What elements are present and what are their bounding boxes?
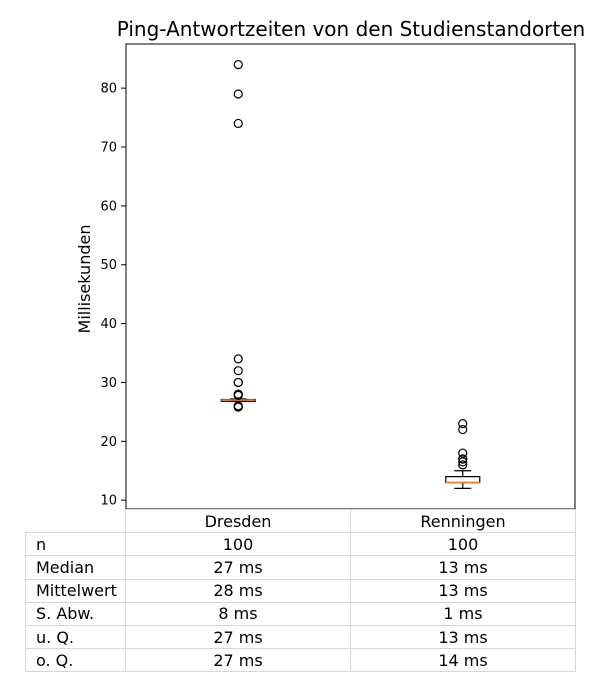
boxes-group <box>220 60 481 489</box>
table-row: o. Q. 27 ms 14 ms <box>25 648 576 673</box>
outlier-point <box>233 366 243 376</box>
outlier-point <box>233 354 243 364</box>
table-header-row: Dresden Renningen <box>26 508 576 534</box>
column-header-renningen: Renningen <box>350 508 576 534</box>
y-tick-label: 70 <box>100 141 117 156</box>
table-cell: 100 <box>125 532 351 557</box>
table-cell: 28 ms <box>125 578 351 603</box>
table-cell: 100 <box>350 532 576 557</box>
table-corner <box>26 510 126 533</box>
table-row: Mittelwert 28 ms 13 ms <box>25 578 576 603</box>
table-cell: 13 ms <box>350 624 576 650</box>
outlier-point <box>458 457 468 467</box>
y-tick-label: 80 <box>100 82 117 97</box>
column-header-dresden: Dresden <box>125 508 351 534</box>
table-cell: 1 ms <box>350 601 576 626</box>
row-label: Mittelwert <box>25 578 126 603</box>
table-cell: 27 ms <box>125 624 351 650</box>
outlier-point <box>233 118 243 129</box>
y-axis: 10 20 30 40 50 60 70 80 <box>100 82 126 509</box>
outlier-point <box>458 454 468 464</box>
chart-title: Ping-Antwortzeiten von den Studienstando… <box>117 17 585 41</box>
row-label: S. Abw. <box>25 601 126 626</box>
outlier-point <box>233 60 243 70</box>
row-label: Median <box>25 555 126 580</box>
outlier-point <box>458 460 468 470</box>
y-tick-label: 10 <box>100 494 117 509</box>
table-cell: 13 ms <box>350 578 576 603</box>
table-row: Median 27 ms 13 ms <box>25 555 576 580</box>
y-tick-label: 50 <box>100 258 117 273</box>
plot-area-frame <box>125 43 576 510</box>
y-axis-label: Millisekunden <box>75 225 94 334</box>
box-iqr <box>445 476 481 484</box>
row-label: u. Q. <box>25 624 126 650</box>
table-body: n 100 100 Median 27 ms 13 ms Mittelwert 28 ms 13… <box>25 532 576 673</box>
outlier-point <box>233 377 243 388</box>
table-row: n 100 100 <box>25 532 576 557</box>
table-cell: 27 ms <box>125 648 351 673</box>
outlier-point <box>233 89 243 99</box>
y-tick-label: 40 <box>100 317 117 332</box>
y-tick-label: 20 <box>100 435 117 450</box>
y-tick-label: 60 <box>100 199 117 214</box>
table-cell: 8 ms <box>125 601 351 626</box>
y-tick-label: 30 <box>100 376 117 391</box>
stats-table: Dresden Renningen n 100 100 Median 27 ms 13 m… <box>25 508 576 673</box>
outlier-point <box>233 390 243 400</box>
outlier-point <box>233 402 243 412</box>
table-cell: 13 ms <box>350 555 576 580</box>
outlier-point <box>458 448 468 458</box>
outlier-point <box>458 419 468 429</box>
table-row: S. Abw. 8 ms 1 ms <box>25 601 576 626</box>
table-cell: 27 ms <box>125 555 351 580</box>
table-row: u. Q. 27 ms 13 ms <box>25 624 576 650</box>
table-cell: 14 ms <box>350 648 576 673</box>
outlier-point <box>458 424 468 435</box>
row-label: n <box>25 532 126 557</box>
row-label: o. Q. <box>25 648 126 673</box>
boxplot-chart: Ping-Antwortzeiten von den Studienstando… <box>75 17 585 510</box>
